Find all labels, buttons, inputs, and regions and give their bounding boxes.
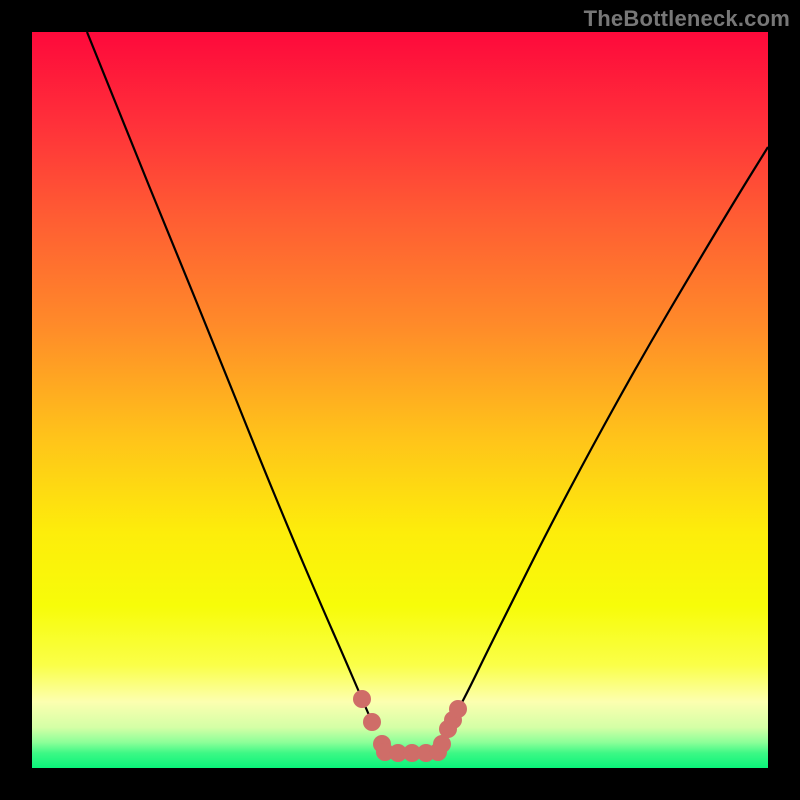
curve-layer (32, 32, 768, 768)
markers-group (353, 690, 467, 762)
plot-area (32, 32, 768, 768)
outer-frame: TheBottleneck.com (0, 0, 800, 800)
curve-right-branch (448, 147, 768, 729)
marker-dot (353, 690, 371, 708)
curve-left-branch (87, 32, 375, 729)
marker-dot (449, 700, 467, 718)
watermark-text: TheBottleneck.com (584, 6, 790, 32)
marker-dot (363, 713, 381, 731)
